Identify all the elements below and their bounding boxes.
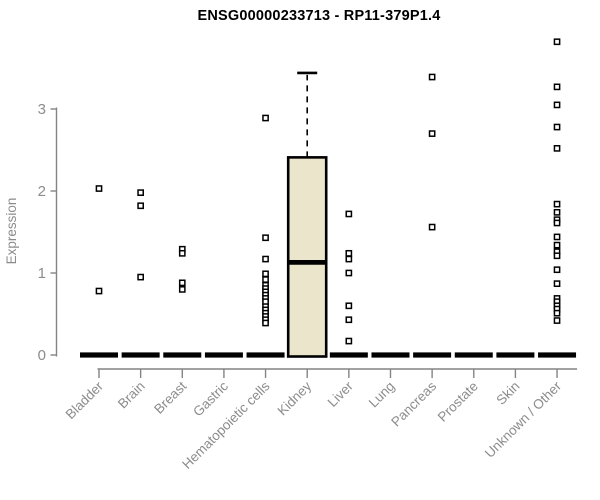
outlier-point [428, 223, 436, 231]
y-tick-label: 2 [38, 183, 46, 200]
outlier-point [553, 83, 561, 91]
zero-median-bar [163, 352, 202, 358]
outlier-point [553, 233, 561, 241]
y-tick-label: 1 [38, 265, 46, 282]
outlier-point [553, 266, 561, 274]
box-iqr [286, 156, 328, 358]
outlier-point [553, 38, 561, 46]
y-tick-label: 3 [38, 101, 46, 118]
x-category-label: Lung [366, 379, 398, 411]
outlier-point [345, 269, 353, 277]
outlier-point [95, 185, 103, 192]
x-category-label: Bladder [63, 378, 107, 422]
outlier-point [553, 252, 561, 260]
x-category-label: Gastric [190, 378, 231, 419]
zero-median-bar [246, 352, 285, 358]
outlier-point [345, 210, 353, 218]
outlier-point [345, 302, 353, 310]
x-category-label: Brain [115, 379, 148, 412]
outlier-point [345, 255, 353, 263]
zero-median-bar [538, 352, 577, 358]
outlier-point [262, 270, 269, 278]
zero-median-bar [371, 352, 410, 358]
outlier-point [262, 234, 269, 242]
outlier-point [262, 319, 269, 327]
x-category-label: Liver [325, 378, 357, 410]
outlier-point [345, 337, 353, 345]
zero-median-bar [413, 352, 452, 358]
outlier-point [553, 241, 561, 249]
chart-title: ENSG00000233713 - RP11-379P1.4 [197, 8, 441, 24]
outlier-point [553, 219, 561, 227]
x-category-label: Kidney [275, 378, 315, 418]
zero-median-bar [204, 352, 243, 358]
x-category-label: Skin [493, 379, 522, 408]
zero-median-bar [80, 352, 118, 358]
outlier-point [178, 286, 186, 293]
y-axis-title: Expression [4, 198, 19, 265]
outlier-point [262, 276, 269, 283]
zero-median-bar [496, 352, 535, 358]
zero-median-bar [454, 352, 493, 358]
outlier-point [262, 255, 269, 263]
outlier-point [428, 73, 436, 81]
outlier-point [95, 287, 103, 295]
outlier-point [137, 189, 144, 196]
outlier-point [553, 123, 561, 131]
outlier-point [553, 145, 561, 152]
y-tick-label: 0 [38, 347, 46, 364]
outlier-point [553, 280, 561, 288]
outlier-point [553, 208, 561, 216]
x-category-label: Breast [151, 378, 189, 416]
outlier-point [345, 249, 353, 257]
x-category-label: Unknown / Other [482, 378, 565, 461]
outlier-point [553, 317, 561, 324]
outlier-point [553, 200, 561, 208]
zero-median-bar [121, 352, 160, 358]
outlier-point [553, 309, 561, 317]
outlier-point [262, 114, 269, 122]
outlier-point [553, 101, 561, 109]
x-category-label: Prostate [435, 379, 481, 425]
outlier-point [178, 249, 186, 257]
x-category-label: Pancreas [388, 378, 439, 429]
outlier-point [428, 130, 436, 137]
outlier-point [137, 273, 144, 281]
outlier-point [345, 316, 353, 324]
zero-median-bar [329, 352, 368, 358]
outlier-point [178, 279, 186, 287]
outlier-point [137, 202, 144, 210]
